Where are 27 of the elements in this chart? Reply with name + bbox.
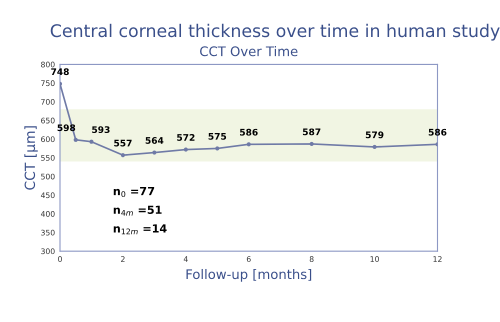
point xyxy=(89,140,94,144)
data-label: 586 xyxy=(428,128,446,136)
point xyxy=(120,153,125,158)
data-label: 579 xyxy=(366,131,384,138)
point xyxy=(372,144,377,150)
data-label: 564 xyxy=(146,137,164,144)
data-label: 557 xyxy=(114,140,132,146)
chart-subtitle: CCT Over Time xyxy=(200,46,298,56)
point xyxy=(152,150,156,155)
data-label: 586 xyxy=(240,128,258,136)
data-label: 748 xyxy=(51,68,69,76)
point xyxy=(310,142,314,146)
point xyxy=(74,138,78,142)
annotation: n$_{12m}$ =14 xyxy=(114,224,167,234)
point xyxy=(246,142,251,146)
annotation: n$_{4m}$ =51 xyxy=(114,206,162,216)
y-axis-title: CCT [µm] xyxy=(24,126,38,190)
chart-title: Central corneal thickness over time in human study xyxy=(50,24,500,41)
point xyxy=(215,146,220,151)
data-label: 598 xyxy=(58,124,76,132)
data-label: 587 xyxy=(302,128,320,136)
point xyxy=(184,147,188,152)
data-label: 572 xyxy=(177,134,194,141)
annotation: n$_{0}$ =77 xyxy=(114,187,154,198)
data-label: 575 xyxy=(208,133,226,140)
x-axis-title: Follow-up [months] xyxy=(186,268,312,282)
data-label: 593 xyxy=(92,126,110,134)
